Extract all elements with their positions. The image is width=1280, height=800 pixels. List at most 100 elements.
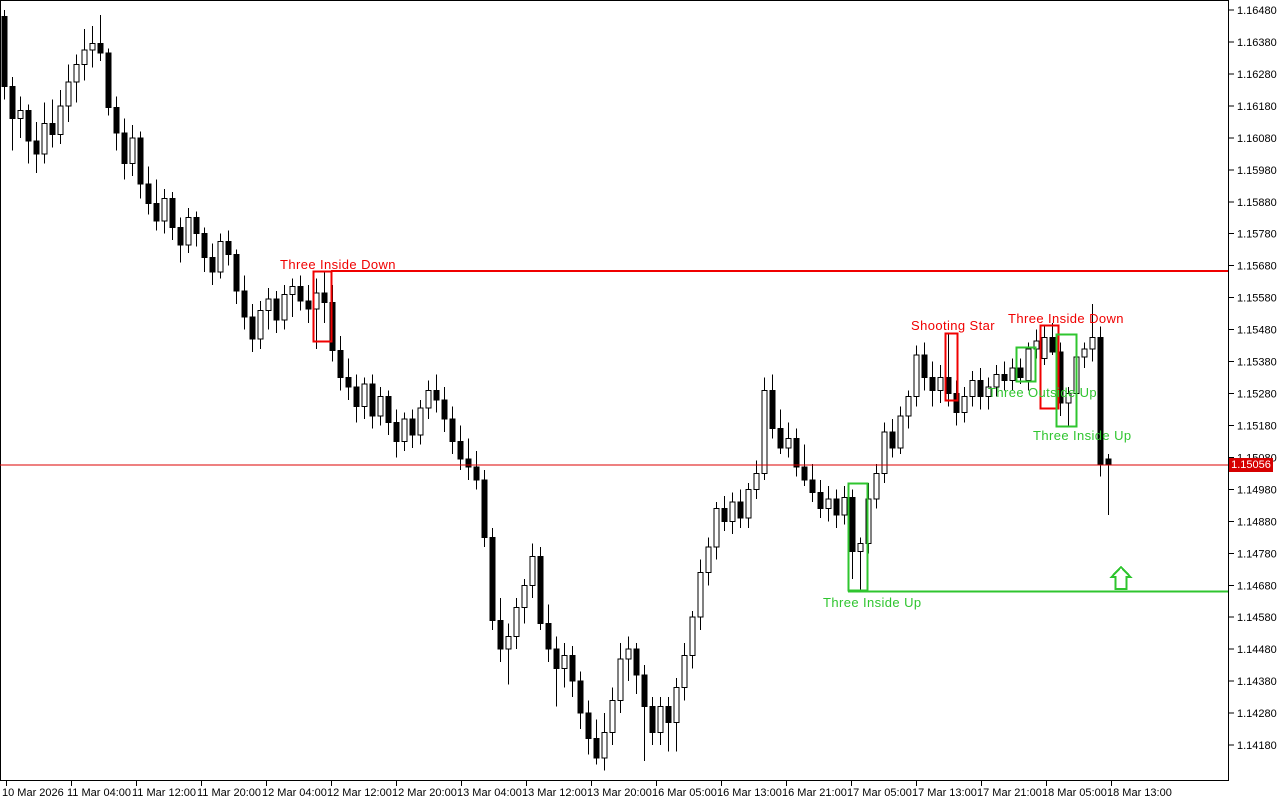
candle-body	[1089, 337, 1096, 350]
candle-body	[33, 140, 40, 155]
candle-body	[233, 253, 240, 292]
candle-body	[721, 508, 728, 522]
candle-body	[273, 298, 280, 321]
candle-body	[785, 437, 792, 449]
candle-body	[201, 233, 208, 259]
candle-body	[1017, 367, 1024, 379]
candle-body	[409, 418, 416, 436]
price-axis-label: 1.15780	[1237, 229, 1277, 241]
price-axis-label: 1.14180	[1237, 740, 1277, 752]
candle-body	[321, 292, 328, 303]
price-axis-label: 1.15680	[1237, 261, 1277, 273]
candle-body	[505, 635, 512, 650]
candle-body	[193, 217, 200, 235]
candle-body	[745, 488, 752, 519]
candle-body	[377, 396, 384, 417]
candle-body	[441, 399, 448, 420]
time-axis-label: 11 Mar 04:00	[67, 787, 131, 799]
pattern-box	[1055, 333, 1078, 428]
candle-body	[121, 132, 128, 164]
candle-body	[41, 122, 48, 155]
price-axis-label: 1.15480	[1237, 325, 1277, 337]
candle-body	[825, 498, 832, 510]
pattern-label: Three Inside Up	[1033, 428, 1132, 443]
candle-body	[177, 226, 184, 246]
candle-body	[977, 380, 984, 398]
candle-body	[161, 198, 168, 222]
pattern-label: Three Outside Up	[988, 385, 1097, 400]
candle-body	[433, 389, 440, 401]
candle-body	[929, 377, 936, 391]
time-axis-label: 16 Mar 21:00	[782, 787, 847, 799]
candle-body	[537, 556, 544, 625]
candle-body	[49, 122, 56, 136]
price-axis-label: 1.14980	[1237, 484, 1277, 496]
price-axis-label: 1.16080	[1237, 133, 1277, 145]
candle-body	[777, 428, 784, 449]
candle-body	[81, 49, 88, 65]
candle-body	[905, 396, 912, 417]
candle-body	[601, 731, 608, 759]
time-axis-label: 12 Mar 12:00	[327, 787, 392, 799]
candle-body	[137, 137, 144, 185]
candle-body	[681, 655, 688, 689]
candle-body	[857, 543, 864, 553]
time-axis-label: 12 Mar 04:00	[262, 787, 327, 799]
candle-body	[481, 479, 488, 538]
pattern-label: Three Inside Down	[280, 257, 396, 272]
time-axis-label: 17 Mar 13:00	[912, 787, 977, 799]
candle-body	[1097, 337, 1104, 465]
price-axis-label: 1.14380	[1237, 676, 1277, 688]
time-axis-label: 17 Mar 21:00	[977, 787, 1042, 799]
candle-body	[89, 43, 96, 51]
candle-body	[1065, 393, 1072, 404]
pattern-box	[847, 482, 869, 592]
pattern-box	[312, 270, 333, 343]
candle-body	[873, 472, 880, 500]
time-axis-label: 16 Mar 13:00	[717, 787, 782, 799]
price-axis-label: 1.15280	[1237, 389, 1277, 401]
candle-body	[401, 418, 408, 442]
candle-body	[257, 309, 264, 340]
candle-body	[97, 43, 104, 54]
pattern-box	[1039, 324, 1060, 410]
candle-body	[577, 680, 584, 714]
candle-body	[961, 396, 968, 414]
candle-body	[993, 373, 1000, 388]
candle-body	[425, 389, 432, 409]
candle-body	[913, 354, 920, 398]
pattern-label: Three Inside Up	[823, 595, 922, 610]
candle-body	[465, 458, 472, 468]
candle-body	[585, 712, 592, 740]
candle-body	[513, 607, 520, 637]
candle-body	[529, 556, 536, 586]
price-axis-label: 1.16280	[1237, 69, 1277, 81]
time-axis-label: 18 Mar 05:00	[1042, 787, 1107, 799]
price-axis-label: 1.14580	[1237, 612, 1277, 624]
candle-body	[457, 440, 464, 460]
candle-body	[225, 241, 232, 255]
candle-body	[105, 52, 112, 108]
candle-body	[881, 431, 888, 474]
candle-body	[337, 349, 344, 379]
time-axis-label: 13 Mar 04:00	[457, 787, 522, 799]
candle-body	[809, 479, 816, 494]
candle-body	[697, 571, 704, 618]
candle-body	[113, 106, 120, 134]
candle-body	[689, 616, 696, 657]
price-axis-label: 1.14880	[1237, 516, 1277, 528]
candle-body	[545, 623, 552, 650]
price-axis-label: 1.16180	[1237, 101, 1277, 113]
candle-body	[769, 389, 776, 430]
candle-body	[561, 655, 568, 669]
up-arrow-icon	[1109, 565, 1133, 590]
candle-body	[625, 648, 632, 660]
time-axis-label: 11 Mar 20:00	[197, 787, 261, 799]
candle-body	[249, 316, 256, 340]
candle-body	[185, 217, 192, 246]
candle-body	[449, 418, 456, 442]
candle-body	[1025, 348, 1032, 382]
candle-body	[25, 110, 32, 142]
